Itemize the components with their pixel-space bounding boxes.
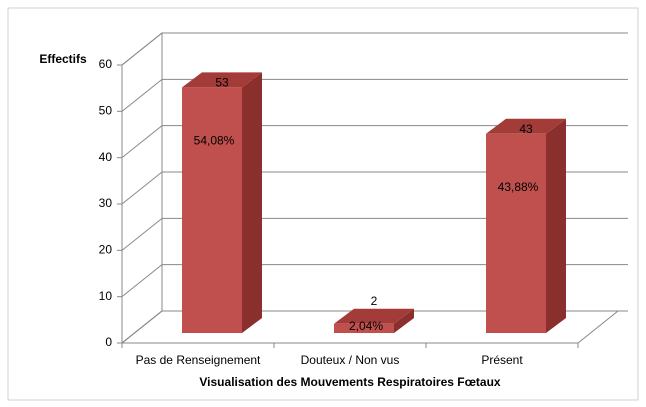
bar	[334, 323, 394, 333]
y-tick-label: 30	[99, 196, 113, 210]
y-tick-label: 60	[99, 57, 113, 71]
grid-line	[121, 264, 163, 298]
bar-side	[394, 308, 414, 333]
grid-line	[121, 171, 163, 205]
y-tick-label: 50	[99, 104, 113, 118]
percent-label: 43,88%	[498, 180, 539, 194]
y-axis-label: Effectifs	[39, 52, 87, 66]
value-label: 2	[371, 294, 378, 308]
value-label: 53	[215, 76, 229, 90]
y-tick-label: 20	[99, 243, 113, 257]
bar-top	[486, 118, 566, 134]
bar-side	[546, 118, 566, 334]
x-tick-label: Douteux / Non vus	[301, 353, 400, 367]
bar-top	[182, 72, 262, 88]
percent-label: 54,08%	[194, 134, 235, 148]
bar	[486, 133, 546, 333]
x-axis-label: Visualisation des Mouvements Respiratoir…	[199, 375, 501, 389]
y-tick-label: 0	[105, 335, 112, 349]
y-tick-label: 10	[99, 289, 113, 303]
bar	[182, 87, 242, 333]
grid-line	[121, 217, 163, 251]
value-label: 43	[519, 122, 533, 136]
bar-top	[334, 308, 414, 324]
grid-line	[121, 78, 163, 112]
grid-line	[121, 125, 163, 159]
grid-line	[121, 310, 163, 344]
x-tick-label: Présent	[481, 353, 523, 367]
x-tick-label: Pas de Renseignement	[136, 353, 261, 367]
y-tick-label: 40	[99, 150, 113, 164]
percent-label: 2,04%	[349, 319, 383, 333]
bar-side	[242, 72, 262, 333]
grid-line	[121, 32, 163, 66]
